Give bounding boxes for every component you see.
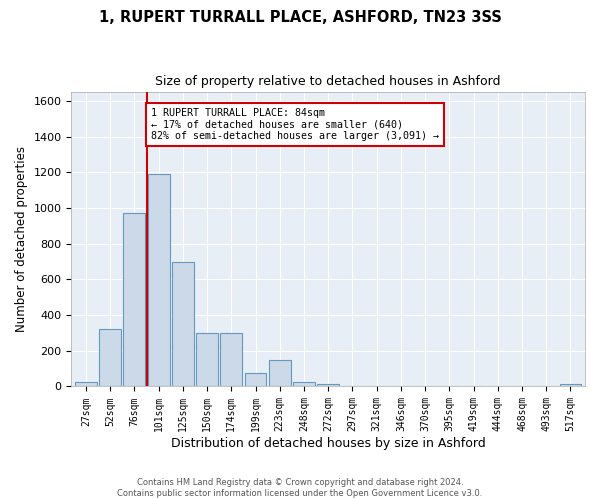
- Bar: [317, 384, 339, 386]
- Bar: [99, 330, 121, 386]
- Bar: [196, 333, 218, 386]
- Bar: [560, 384, 581, 386]
- Text: Contains HM Land Registry data © Crown copyright and database right 2024.
Contai: Contains HM Land Registry data © Crown c…: [118, 478, 482, 498]
- Title: Size of property relative to detached houses in Ashford: Size of property relative to detached ho…: [155, 75, 501, 88]
- Bar: [293, 382, 315, 386]
- Bar: [220, 333, 242, 386]
- Bar: [269, 360, 290, 386]
- Bar: [75, 382, 97, 386]
- Text: 1, RUPERT TURRALL PLACE, ASHFORD, TN23 3SS: 1, RUPERT TURRALL PLACE, ASHFORD, TN23 3…: [98, 10, 502, 25]
- Text: 1 RUPERT TURRALL PLACE: 84sqm
← 17% of detached houses are smaller (640)
82% of : 1 RUPERT TURRALL PLACE: 84sqm ← 17% of d…: [151, 108, 439, 141]
- Y-axis label: Number of detached properties: Number of detached properties: [15, 146, 28, 332]
- Bar: [124, 214, 145, 386]
- Bar: [245, 373, 266, 386]
- Bar: [172, 262, 194, 386]
- X-axis label: Distribution of detached houses by size in Ashford: Distribution of detached houses by size …: [171, 437, 485, 450]
- Bar: [148, 174, 170, 386]
